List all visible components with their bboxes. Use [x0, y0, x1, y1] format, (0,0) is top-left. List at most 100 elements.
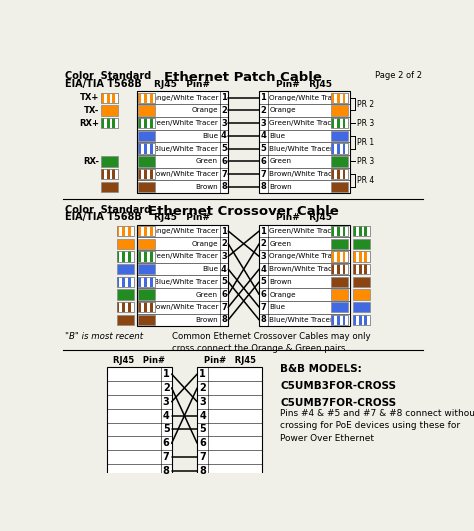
- Text: Blue: Blue: [269, 304, 285, 310]
- Text: 7: 7: [261, 169, 266, 178]
- Text: 2: 2: [261, 239, 266, 248]
- Text: 8: 8: [261, 182, 266, 191]
- Bar: [353, 251, 370, 262]
- Bar: [150, 226, 153, 236]
- Text: Brown/White Tracer: Brown/White Tracer: [269, 171, 340, 177]
- Bar: [138, 105, 155, 116]
- Bar: [337, 92, 340, 103]
- Bar: [343, 264, 346, 275]
- Text: Green/White Tracer: Green/White Tracer: [269, 228, 339, 234]
- Text: Orange/White Tracer: Orange/White Tracer: [144, 95, 218, 101]
- Text: 5: 5: [261, 277, 266, 286]
- Text: Brown/White Tracer: Brown/White Tracer: [269, 266, 340, 272]
- Bar: [337, 264, 340, 275]
- Bar: [138, 182, 155, 192]
- Text: RX+: RX+: [80, 119, 100, 127]
- Bar: [359, 226, 362, 236]
- Bar: [150, 118, 153, 129]
- Bar: [331, 226, 334, 236]
- Text: Green: Green: [269, 158, 292, 164]
- Bar: [117, 264, 134, 275]
- Bar: [337, 315, 340, 325]
- Bar: [117, 251, 134, 262]
- Bar: [259, 91, 350, 193]
- Text: 7: 7: [221, 303, 227, 312]
- Text: 7: 7: [221, 169, 227, 178]
- Bar: [331, 92, 348, 103]
- Bar: [144, 251, 147, 262]
- Bar: [144, 277, 147, 287]
- Text: EIA/TIA T568B: EIA/TIA T568B: [65, 79, 142, 89]
- Bar: [331, 118, 348, 129]
- Bar: [128, 302, 131, 312]
- Bar: [138, 251, 141, 262]
- Bar: [331, 251, 348, 262]
- Bar: [150, 169, 153, 179]
- Text: "B" is most recent: "B" is most recent: [65, 332, 144, 341]
- Text: Brown/White Tracer: Brown/White Tracer: [147, 171, 218, 177]
- Bar: [138, 118, 141, 129]
- Text: 6: 6: [261, 157, 266, 166]
- Bar: [353, 226, 370, 236]
- Text: 2: 2: [221, 106, 227, 115]
- Text: 4: 4: [163, 410, 170, 421]
- Bar: [138, 302, 155, 312]
- Text: Page 2 of 2: Page 2 of 2: [375, 72, 422, 80]
- Bar: [353, 264, 356, 275]
- Text: PR 3: PR 3: [357, 157, 374, 166]
- Bar: [122, 277, 125, 287]
- Bar: [138, 169, 141, 179]
- Bar: [107, 367, 172, 478]
- Bar: [331, 315, 348, 325]
- Bar: [138, 118, 155, 129]
- Bar: [343, 169, 346, 179]
- Bar: [112, 118, 115, 129]
- Text: 6: 6: [221, 290, 227, 299]
- Text: Orange: Orange: [191, 107, 218, 114]
- Bar: [353, 238, 370, 249]
- Text: EIA/TIA T568B: EIA/TIA T568B: [65, 212, 142, 222]
- Text: 8: 8: [163, 466, 170, 476]
- Text: 4: 4: [199, 410, 206, 421]
- Bar: [343, 251, 346, 262]
- Text: 4: 4: [261, 264, 266, 273]
- Text: Blue: Blue: [269, 133, 285, 139]
- Text: Pin#   RJ45: Pin# RJ45: [204, 356, 256, 365]
- Bar: [138, 92, 141, 103]
- Text: Pin#   RJ45: Pin# RJ45: [276, 213, 332, 222]
- Bar: [331, 264, 348, 275]
- Bar: [144, 92, 147, 103]
- Text: Orange: Orange: [191, 241, 218, 247]
- Bar: [353, 226, 370, 236]
- Bar: [117, 277, 134, 287]
- Bar: [138, 92, 155, 103]
- Text: 7: 7: [261, 303, 266, 312]
- Bar: [101, 105, 118, 116]
- Bar: [138, 277, 141, 287]
- Bar: [138, 302, 141, 312]
- Bar: [331, 226, 348, 236]
- Text: TX+: TX+: [80, 93, 100, 102]
- Bar: [137, 91, 228, 193]
- Bar: [331, 264, 334, 275]
- Bar: [101, 169, 118, 179]
- Text: 8: 8: [221, 182, 227, 191]
- Text: Green/White Tracer: Green/White Tracer: [269, 120, 339, 126]
- Text: 8: 8: [199, 466, 206, 476]
- Bar: [138, 238, 155, 249]
- Bar: [359, 264, 362, 275]
- Bar: [122, 251, 125, 262]
- Bar: [117, 238, 134, 249]
- Bar: [353, 226, 356, 236]
- Text: 2: 2: [199, 383, 206, 393]
- Bar: [144, 169, 147, 179]
- Bar: [138, 143, 155, 154]
- Bar: [117, 289, 134, 299]
- Bar: [331, 169, 348, 179]
- Text: Ethernet Crossover Cable: Ethernet Crossover Cable: [147, 204, 338, 218]
- Text: PR 2: PR 2: [357, 100, 374, 109]
- Bar: [107, 118, 109, 129]
- Text: RJ45   Pin#: RJ45 Pin#: [155, 80, 210, 89]
- Bar: [343, 143, 346, 154]
- Bar: [117, 226, 134, 236]
